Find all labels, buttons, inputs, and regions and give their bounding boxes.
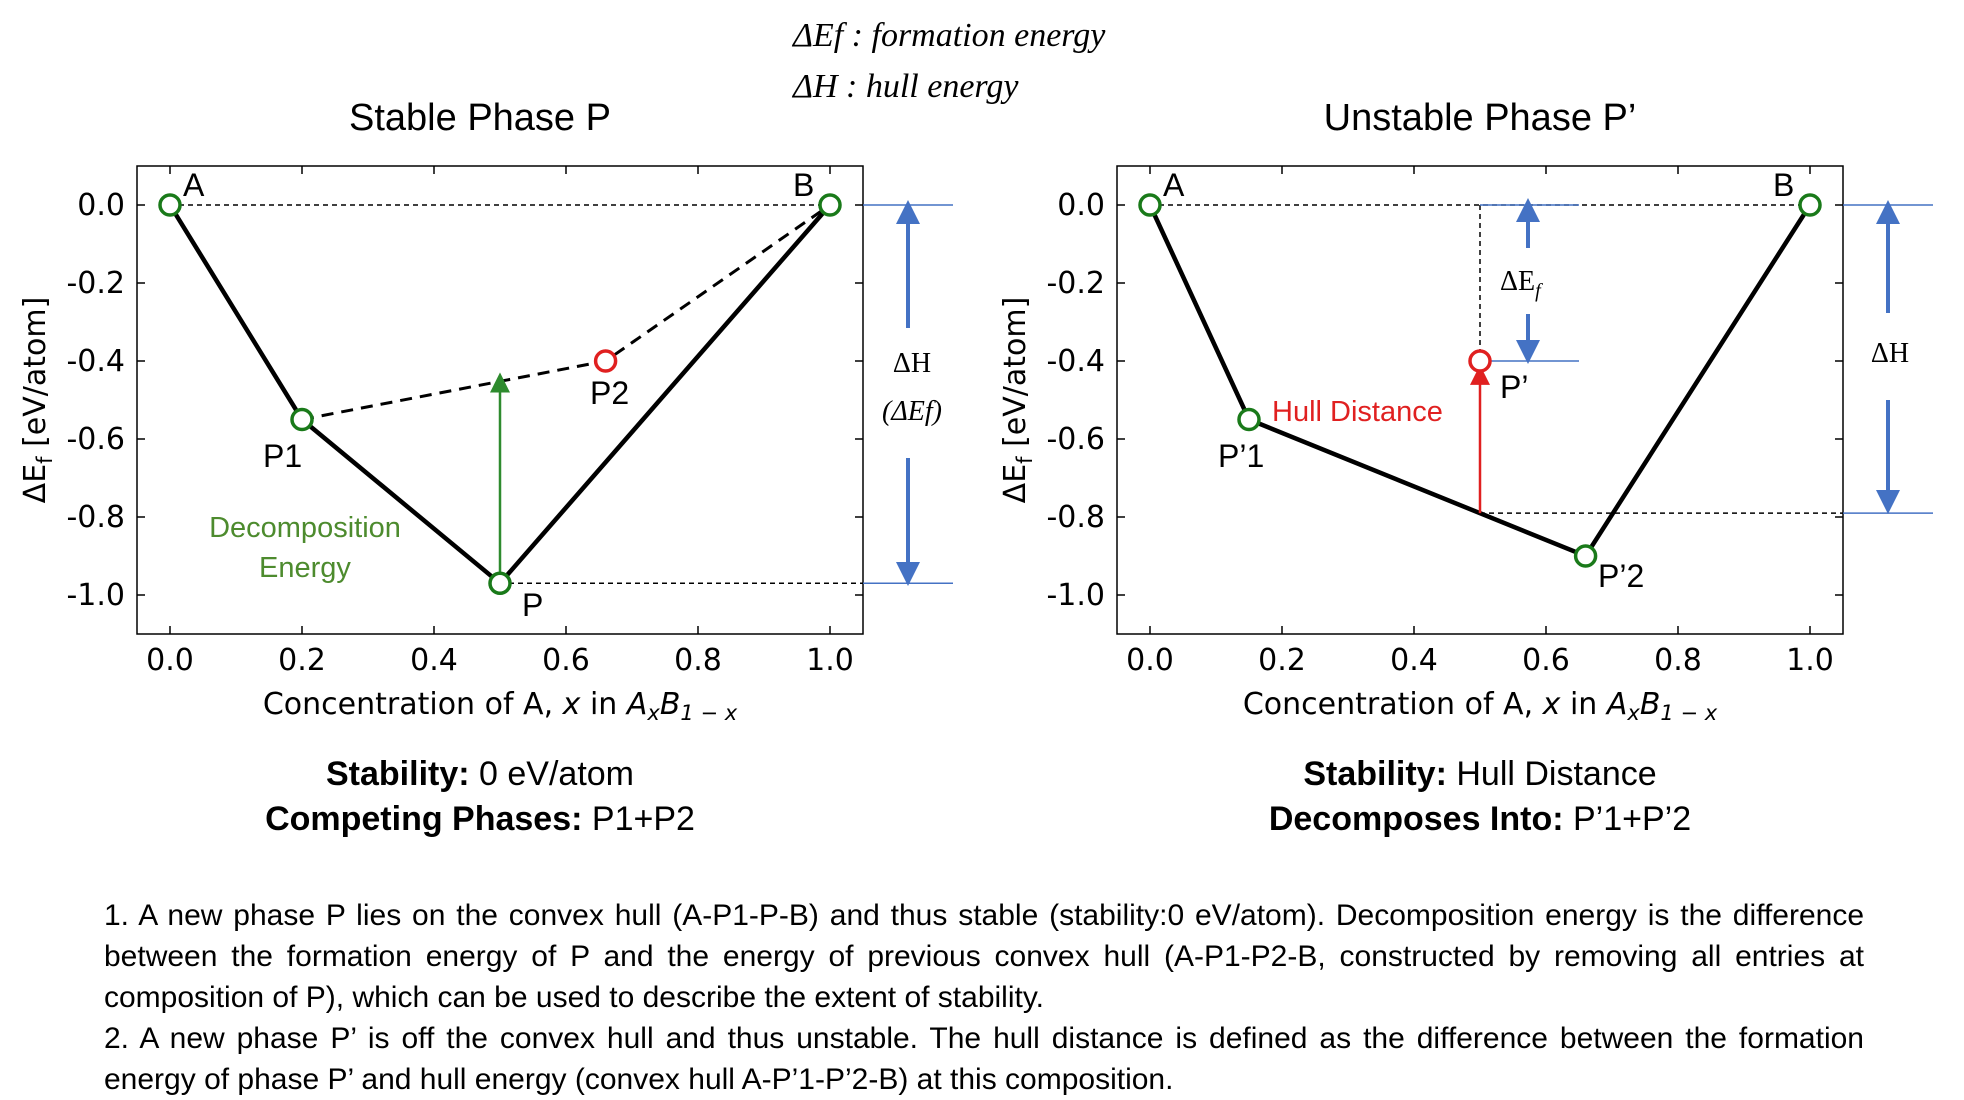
x-tick-label: 0.0 [146,643,194,678]
explanatory-notes: 1. A new phase P lies on the convex hull… [104,895,1864,1100]
plot-frame [136,165,864,635]
y-tick-label: -0.4 [1046,344,1105,379]
y-tick-label: -0.8 [1046,500,1105,535]
y-tick-label: -0.6 [66,422,125,457]
legend-hull-energy: ΔH : hull energy [791,68,1019,105]
point-label-B: B [793,167,814,203]
legend-formation-energy: ΔEf : formation energy [791,17,1106,54]
point-P1-marker [290,407,314,432]
convex-hull-line [168,203,832,587]
x-axis-label: Concentration of A, x in AxB1 − x [1243,687,1718,725]
point-P2-marker [1573,544,1598,568]
point-label-P: P [522,587,543,623]
point-label-B: B [1773,167,1794,203]
x-tick-label: 0.2 [1258,643,1306,678]
point-label-A: A [183,167,205,203]
summary-left: Stability: 0 eV/atom Competing Phases: P… [160,752,800,842]
point-A-marker [1138,193,1162,217]
x-tick-label: 0.6 [542,643,590,678]
y-axis-label: ΔEf [eV/atom] [998,297,1037,504]
y-tick-label: 0.0 [1057,188,1105,223]
point-P2-marker [593,349,618,373]
y-tick-label: -0.2 [66,266,125,301]
y-tick-label: -0.6 [1046,422,1105,457]
x-tick-label: 0.0 [1126,643,1174,678]
summary-right-label2: Decomposes Into: [1268,800,1564,838]
x-tick-label: 0.6 [1522,643,1570,678]
plot-frame [1116,165,1844,635]
point-A-marker [158,193,182,217]
x-tick-label: 0.4 [410,643,458,678]
point-P1-marker [1237,407,1261,432]
hull-distance-label: Hull Distance [1272,396,1443,428]
y-tick-label: -1.0 [1046,578,1105,613]
summary-right-value2: P’1+P’2 [1563,800,1692,838]
x-tick-label: 0.8 [1654,643,1702,678]
summary-left-value2: P1+P2 [582,800,695,838]
summary-left-value1: 0 eV/atom [469,755,634,793]
point-label-P2-prime: P’2 [1598,558,1644,594]
y-tick-label: -0.8 [66,500,125,535]
x-tick-label: 0.8 [674,643,722,678]
point-label-P2: P2 [590,375,629,411]
point-B-marker [818,193,842,217]
point-label-P1-prime: P’1 [1218,438,1264,474]
x-tick-label: 1.0 [1786,643,1834,678]
chart-panel-unstable: 0.0 0.2 0.4 0.6 0.8 1.0 0.0 -0.2 -0.4 -0.6 -0.8 -1.… [998,165,1933,725]
point-label-P-prime: P’ [1500,369,1528,405]
point-label-A: A [1163,167,1185,203]
decomposition-label-line2: Energy [259,552,351,584]
y-tick-label: -0.2 [1046,266,1105,301]
point-P-marker [1468,349,1492,373]
point-label-P1: P1 [263,438,302,474]
x-tick-label: 0.4 [1390,643,1438,678]
y-tick-label: -1.0 [66,578,125,613]
side-label-dH: ΔH [893,348,931,379]
point-B-marker [1798,193,1822,217]
summary-right-label1: Stability: [1303,755,1447,793]
y-axis-label: ΔEf [eV/atom] [18,297,57,504]
x-axis-label: Concentration of A, x in AxB1 − x [263,687,738,725]
y-tick-label: 0.0 [77,188,125,223]
summary-right: Stability: Hull Distance Decomposes Into… [1160,752,1800,842]
side-label-dEf: (ΔEf) [882,396,942,427]
side-label-dH: ΔH [1871,338,1909,369]
convex-hull-line [1147,203,1812,559]
summary-right-value1: Hull Distance [1446,755,1657,793]
decomposition-label-line1: Decomposition [209,512,401,544]
panel-title-right: Unstable Phase P’ [1324,97,1637,139]
dashed-hull-line [301,203,831,421]
x-tick-label: 0.2 [278,643,326,678]
point-P-marker [488,571,512,596]
y-tick-label: -0.4 [66,344,125,379]
summary-left-label1: Stability: [326,755,470,793]
panel-title-left: Stable Phase P [349,97,611,139]
x-tick-label: 1.0 [806,643,854,678]
chart-panel-stable: 0.0 0.2 0.4 0.6 0.8 1.0 0.0 -0.2 -0.4 -0.6 -0.8 -1.… [18,165,953,725]
summary-left-label2: Competing Phases: [265,800,583,838]
note-1: 1. A new phase P lies on the convex hull… [104,899,1864,1014]
inner-label-dEf: ΔEf [1500,266,1543,302]
note-2: 2. A new phase P’ is off the convex hull… [104,1022,1864,1096]
